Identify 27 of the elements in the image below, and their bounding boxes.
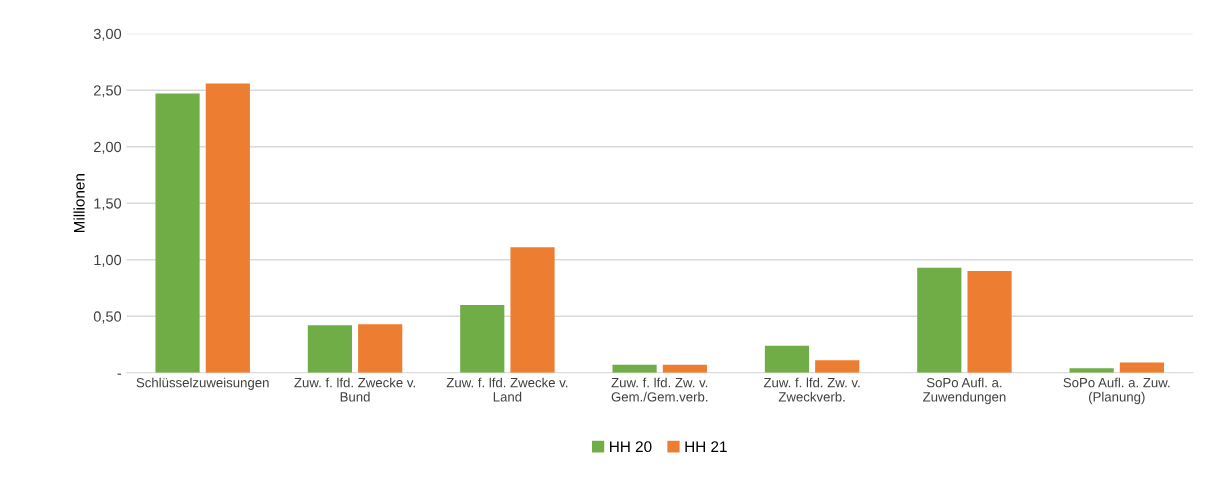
x-tick-label: Zuw. f. lfd. Zw. v. Zweckverb. <box>763 377 860 402</box>
bar <box>307 325 352 373</box>
y-tick-label: 1,50 <box>94 198 122 211</box>
x-tick-label: Zuw. f. lfd. Zw. v. Gem./Gem.verb. <box>611 377 708 402</box>
x-tick-label: SoPo Aufl. a. Zuw. (Planung) <box>1063 377 1170 405</box>
bar <box>764 345 810 373</box>
legend-label: HH 21 <box>685 441 727 452</box>
x-tick-label: SoPo Aufl. a. Zuwendungen <box>923 377 1006 405</box>
bar <box>460 304 505 373</box>
y-tick-label: 0,50 <box>93 311 122 324</box>
y-tick-label: 2,00 <box>94 141 122 154</box>
x-tick-label: Zuw. f. lfd. Zwecke v. Bund <box>294 377 415 402</box>
bar <box>967 271 1012 373</box>
y-tick-label: 2,50 <box>94 85 122 98</box>
y-axis-title: Millionen <box>73 174 85 233</box>
y-tick-label: - <box>117 373 122 375</box>
bar <box>155 93 200 373</box>
y-tick-label: 1,00 <box>94 254 122 267</box>
bar <box>205 83 250 373</box>
bar <box>815 360 860 373</box>
bar <box>358 324 403 373</box>
legend-label: HH 20 <box>610 441 652 453</box>
bar <box>510 247 555 373</box>
x-tick-label: Zuw. f. lfd. Zwecke v. Land <box>446 377 568 402</box>
y-tick-label: 3,00 <box>93 28 122 41</box>
bar <box>917 267 962 373</box>
x-tick-label: Schlüsselzuweisungen <box>136 377 269 390</box>
